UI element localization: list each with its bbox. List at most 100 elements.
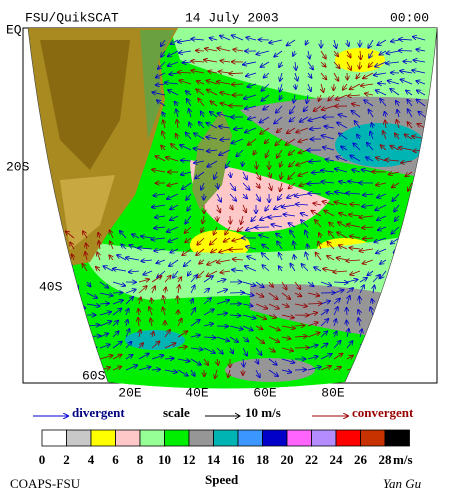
wind-arrow <box>161 146 165 151</box>
wind-arrow <box>370 307 373 316</box>
wind-arrow <box>347 320 348 327</box>
wind-arrow <box>362 227 374 228</box>
wind-arrow <box>121 244 127 250</box>
wind-arrow <box>129 271 140 272</box>
wind-arrow <box>289 160 296 167</box>
wind-arrow <box>138 343 143 349</box>
wind-arrow <box>313 203 322 205</box>
colorbar: 0 2 4 6 8 10 12 14 16 18 20 22 24 26 28 m/s <box>39 429 413 467</box>
wind-arrow <box>229 249 244 250</box>
wind-arrow <box>191 39 205 40</box>
wind-arrow <box>220 61 231 62</box>
wind-arrow <box>196 51 205 52</box>
wind-arrow <box>232 84 244 85</box>
wind-arrow <box>178 72 192 73</box>
wind-arrow <box>207 90 218 96</box>
wind-arrow <box>85 252 87 261</box>
wind-arrow <box>163 307 165 316</box>
wind-arrow <box>138 318 139 327</box>
wind-arrow <box>185 237 192 242</box>
wind-arrow <box>268 303 279 309</box>
wind-arrow <box>156 259 166 263</box>
wind-arrow <box>204 60 218 62</box>
wind-arrow <box>161 50 166 57</box>
wind-arrow <box>359 61 360 69</box>
wind-arrow <box>242 182 250 190</box>
wind-arrow <box>132 234 140 239</box>
wind-arrow <box>120 231 127 239</box>
wind-arrow <box>320 310 328 316</box>
wind-arrow <box>325 159 335 161</box>
wind-arrow <box>401 161 413 163</box>
wind-arrow <box>243 193 247 199</box>
wind-arrow <box>391 237 400 244</box>
wind-arrow <box>294 293 302 296</box>
wind-arrow <box>156 84 166 85</box>
wind-arrow <box>376 90 387 96</box>
wind-arrow <box>262 83 270 91</box>
colorbar-box <box>286 429 312 447</box>
wind-arrow <box>236 149 244 157</box>
wind-arrow <box>263 106 270 110</box>
wind-arrow <box>390 89 400 96</box>
wind-arrow <box>372 275 380 283</box>
wind-arrow <box>307 345 318 348</box>
wind-arrow <box>86 292 97 298</box>
wind-arrow <box>336 156 348 162</box>
wind-arrow <box>190 308 195 316</box>
colorbar-box <box>360 429 386 447</box>
wind-arrow <box>318 242 321 250</box>
wind-arrow <box>181 160 192 161</box>
wind-arrow <box>151 238 166 240</box>
wind-arrow <box>151 276 162 283</box>
wind-arrow <box>190 285 195 294</box>
wind-arrow <box>176 134 178 140</box>
wind-arrow <box>334 39 336 48</box>
wind-arrow <box>375 61 387 67</box>
wind-arrow <box>323 147 335 151</box>
wind-arrow <box>112 342 122 349</box>
wind-arrow <box>369 50 374 58</box>
wind-arrow <box>97 252 100 261</box>
wind-arrow <box>362 205 374 207</box>
wind-arrow <box>260 127 270 134</box>
wind-arrow <box>151 355 164 360</box>
wind-arrow <box>210 112 218 118</box>
wind-arrow <box>333 61 340 68</box>
wind-arrow <box>279 61 282 67</box>
wind-arrow <box>346 341 353 349</box>
wind-arrow <box>308 50 310 59</box>
wind-arrow <box>307 61 313 70</box>
wind-arrow <box>395 215 400 221</box>
colorbar-box <box>41 429 67 447</box>
wind-arrow <box>321 170 335 172</box>
wind-arrow <box>152 170 166 173</box>
wind-arrow <box>296 160 309 165</box>
wind-arrow <box>241 215 243 224</box>
wind-arrow <box>306 252 309 261</box>
wind-arrow <box>339 245 348 250</box>
wind-arrow <box>268 325 280 330</box>
wind-arrow <box>378 83 387 84</box>
wind-arrow <box>363 238 374 239</box>
wind-arrow <box>375 204 387 210</box>
wind-arrow <box>333 282 348 283</box>
wind-arrow <box>346 280 358 283</box>
wind-arrow <box>385 121 386 129</box>
wind-arrow <box>164 330 170 338</box>
wind-arrow <box>190 348 203 350</box>
wind-arrow <box>281 315 294 318</box>
wind-arrow <box>277 149 283 158</box>
wind-arrow <box>320 319 328 327</box>
wind-arrow <box>289 182 296 189</box>
wind-arrow <box>333 354 343 360</box>
wind-arrow <box>177 319 182 327</box>
wind-arrow <box>205 49 218 52</box>
wind-arrow <box>138 279 149 282</box>
wind-arrow <box>320 61 326 67</box>
wind-arrow <box>314 105 322 111</box>
wind-arrow <box>187 204 191 211</box>
wind-arrow <box>334 331 337 338</box>
wind-arrow <box>346 260 361 261</box>
wind-arrow <box>321 83 324 92</box>
